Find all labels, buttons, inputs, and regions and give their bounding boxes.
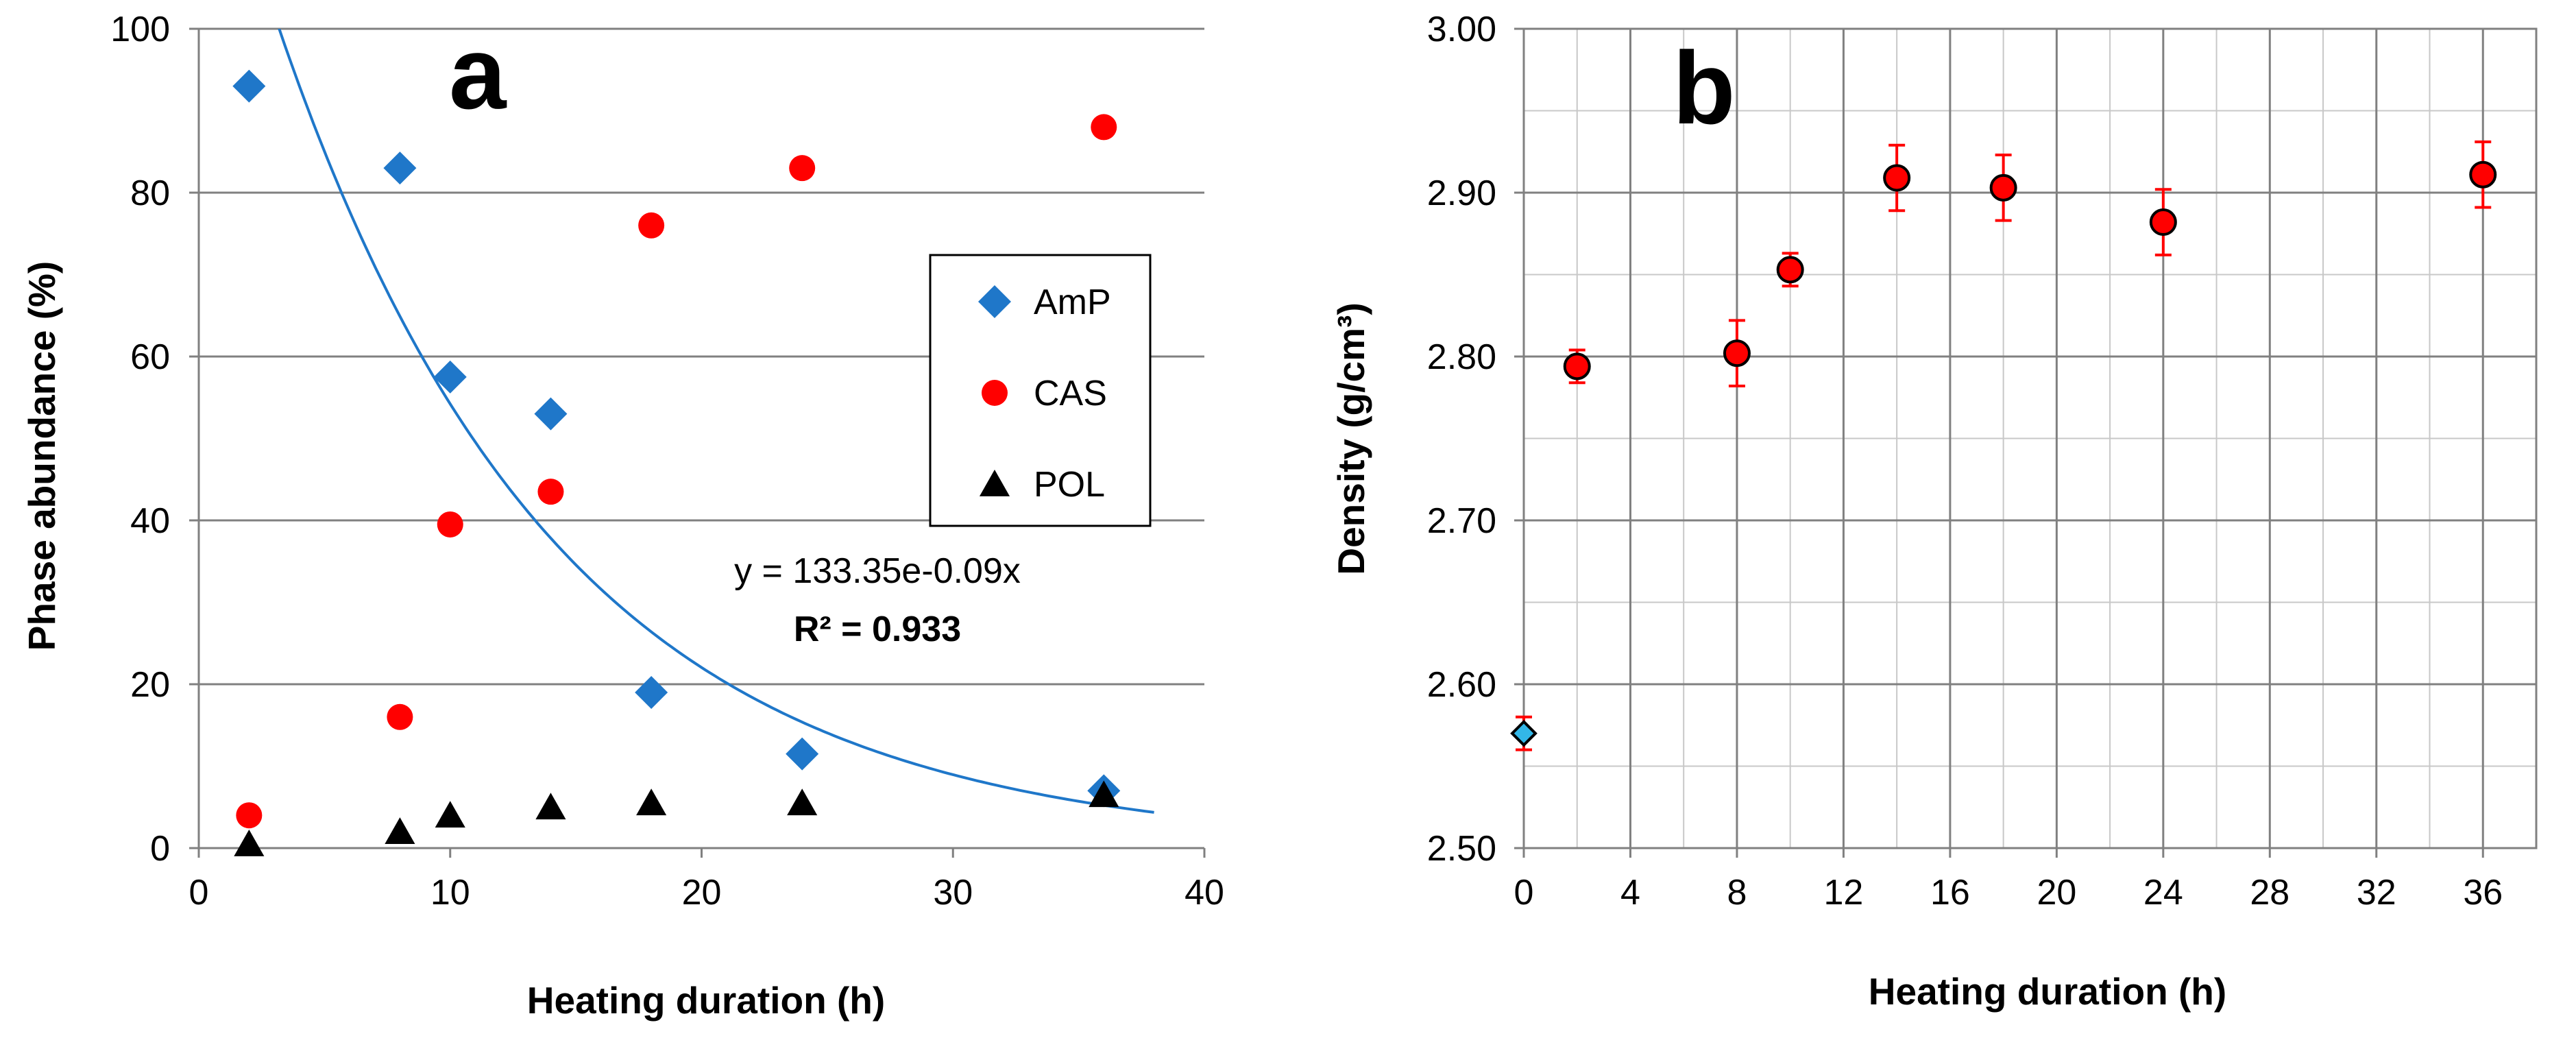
chart-b-panel-label: b	[1673, 30, 1736, 145]
point-amp	[786, 737, 819, 771]
point-pol	[234, 830, 265, 856]
chart-a: 0 20 40 60 80 100 0 10 20 30 40 a Heating duration…	[21, 10, 1224, 1022]
density-point	[1883, 164, 1911, 192]
chart-b-y-axis-title: Density (g/cm³)	[1330, 302, 1372, 575]
density-point	[1510, 719, 1538, 747]
chart-b-x-tick-label: 24	[2143, 873, 2183, 913]
point-amp	[534, 397, 568, 431]
chart-b-x-tick-label: 28	[2250, 873, 2289, 913]
chart-a-x-tick-label: 20	[682, 873, 722, 913]
chart-b-y-tick-label: 2.50	[1427, 829, 1496, 869]
point-cas	[437, 511, 463, 538]
chart-a-y-tick-label: 80	[130, 173, 170, 213]
point-cas	[1091, 114, 1117, 141]
chart-b-y-tick-label: 3.00	[1427, 10, 1496, 49]
trendline-equation: y = 133.35e-0.09x	[734, 551, 1021, 591]
chart-a-x-tick-label: 10	[430, 873, 470, 913]
trendline-curve	[278, 29, 1154, 814]
chart-a-x-tick-label: 0	[189, 873, 209, 913]
density-point	[1989, 173, 2017, 202]
chart-b-x-tick-label: 36	[2463, 873, 2503, 913]
chart-a-trendline	[278, 29, 1154, 814]
chart-b-y-tick-label: 2.60	[1427, 665, 1496, 705]
series-cas	[236, 114, 1117, 829]
chart-b-x-tick-label: 0	[1514, 873, 1534, 913]
legend-marker-pol	[979, 470, 1010, 496]
point-amp	[433, 360, 467, 394]
legend-marker-amp	[978, 285, 1011, 318]
density-point	[1563, 352, 1591, 381]
trendline-r2-value: 0.933	[872, 609, 961, 649]
point-cas	[638, 212, 665, 239]
chart-a-axes	[189, 27, 1206, 858]
point-amp	[232, 69, 266, 103]
point-cas	[789, 155, 816, 182]
chart-b-series-1	[1563, 140, 2497, 388]
point-pol	[435, 801, 465, 828]
chart-b-x-tick-label: 16	[1930, 873, 1970, 913]
point-pol	[1089, 780, 1119, 808]
chart-b-plot-frame	[1522, 27, 2538, 849]
chart-a-tick-labels: 0 20 40 60 80 100 0 10 20 30 40	[110, 10, 1224, 913]
chart-b-y-tick-label: 2.90	[1427, 173, 1496, 213]
trendline-r2-prefix: R² =	[794, 609, 872, 649]
legend-label-amp: AmP	[1034, 282, 1111, 322]
chart-b-series-0	[1510, 715, 1538, 751]
chart-a-x-axis-title: Heating duration (h)	[527, 979, 885, 1022]
point-amp	[383, 152, 417, 185]
chart-a-y-axis-title: Phase abundance (%)	[21, 261, 63, 651]
chart-a-legend: AmP CAS POL	[929, 254, 1152, 527]
chart-b-x-axis-title: Heating duration (h)	[1869, 970, 2226, 1013]
point-pol	[787, 788, 818, 816]
chart-a-points	[232, 69, 1121, 856]
chart-b-x-tick-label: 32	[2357, 873, 2396, 913]
chart-a-y-tick-label: 40	[130, 501, 170, 541]
chart-b-gridlines	[1514, 27, 2538, 858]
chart-a-y-tick-label: 0	[150, 829, 170, 869]
legend-marker-cas	[982, 380, 1008, 406]
chart-b: 0 4 8 12 16 20 24 28 32 36 2.50 2.60 2.70 2.80 2.90 3.0…	[1330, 10, 2538, 1013]
chart-a-x-tick-label: 30	[933, 873, 973, 913]
chart-b-points	[1510, 140, 2497, 751]
point-cas	[236, 802, 263, 829]
point-pol	[385, 817, 415, 844]
legend-box	[929, 254, 1152, 527]
legend-label-cas: CAS	[1034, 374, 1107, 413]
chart-b-x-tick-label: 8	[1727, 873, 1747, 913]
chart-a-y-tick-label: 100	[110, 10, 170, 49]
density-point	[1776, 256, 1804, 284]
chart-a-x-tick-label: 40	[1184, 873, 1224, 913]
density-point	[2469, 160, 2497, 189]
point-pol	[535, 793, 566, 820]
density-point	[1723, 339, 1751, 367]
series-pol	[234, 780, 1119, 856]
chart-b-tick-labels: 0 4 8 12 16 20 24 28 32 36 2.50 2.60 2.70 2.80 2.90 3.0…	[1427, 10, 2503, 913]
chart-b-y-tick-label: 2.80	[1427, 337, 1496, 377]
chart-b-x-tick-label: 12	[1823, 873, 1863, 913]
chart-a-y-tick-label: 20	[130, 665, 170, 705]
point-cas	[537, 479, 564, 505]
chart-b-x-tick-label: 4	[1620, 873, 1640, 913]
point-pol	[636, 788, 667, 816]
point-amp	[635, 675, 668, 709]
chart-a-panel-label: a	[449, 15, 507, 130]
legend-label-pol: POL	[1034, 465, 1105, 505]
chart-b-x-tick-label: 20	[2037, 873, 2076, 913]
density-point	[2149, 208, 2177, 237]
chart-a-y-tick-label: 60	[130, 337, 170, 377]
point-cas	[387, 703, 413, 730]
trendline-r2: R² = 0.933	[794, 609, 961, 649]
chart-b-y-tick-label: 2.70	[1427, 501, 1496, 541]
